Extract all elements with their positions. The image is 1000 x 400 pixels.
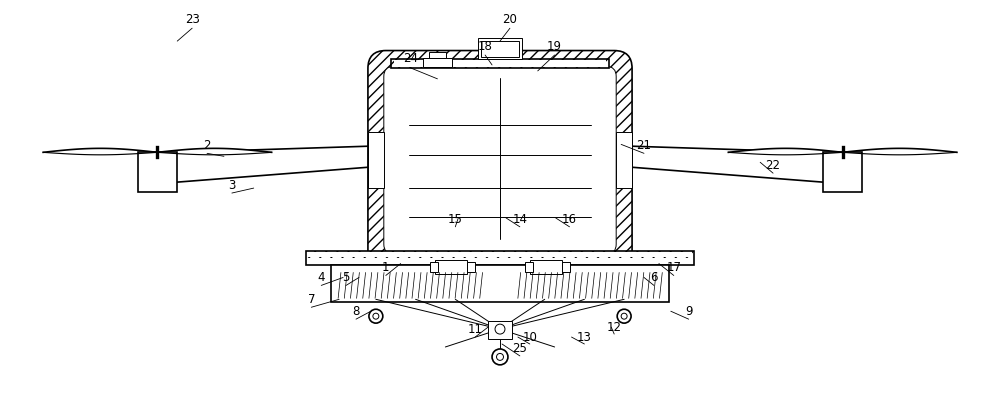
Text: 12: 12: [607, 321, 622, 334]
Text: 1: 1: [382, 261, 390, 274]
Bar: [138, 152, 177, 192]
Bar: [391, 252, 609, 261]
Text: 9: 9: [685, 305, 692, 318]
Bar: [430, 262, 438, 272]
Bar: [525, 262, 533, 272]
Circle shape: [621, 313, 627, 319]
Text: 20: 20: [502, 13, 517, 26]
Text: 3: 3: [228, 179, 236, 192]
Text: 18: 18: [478, 40, 493, 52]
Bar: [391, 60, 609, 68]
Text: 11: 11: [468, 322, 483, 336]
Bar: [488, 321, 512, 339]
Bar: [391, 60, 609, 68]
Text: 19: 19: [547, 40, 562, 52]
Text: 17: 17: [666, 261, 681, 274]
Text: 10: 10: [522, 330, 537, 344]
Bar: [423, 58, 452, 68]
Bar: [616, 132, 632, 188]
Bar: [391, 252, 609, 261]
Text: 14: 14: [512, 213, 527, 226]
Circle shape: [497, 354, 503, 360]
Text: 5: 5: [342, 271, 350, 284]
Bar: [562, 262, 570, 272]
Text: 16: 16: [562, 213, 577, 226]
Circle shape: [495, 324, 505, 334]
Bar: [530, 260, 562, 274]
Text: 13: 13: [577, 330, 592, 344]
Text: 25: 25: [512, 342, 527, 356]
Text: 22: 22: [766, 159, 781, 172]
Circle shape: [617, 309, 631, 323]
Circle shape: [369, 309, 383, 323]
Bar: [394, 253, 606, 260]
Text: 2: 2: [203, 139, 211, 152]
Bar: [368, 132, 384, 188]
Bar: [331, 264, 669, 302]
FancyBboxPatch shape: [384, 66, 616, 254]
Bar: [823, 152, 862, 192]
Bar: [467, 262, 475, 272]
Text: 24: 24: [403, 52, 418, 66]
Text: 15: 15: [448, 213, 463, 226]
Text: 6: 6: [650, 271, 658, 284]
Bar: [435, 260, 467, 274]
Bar: [306, 251, 694, 264]
Text: 4: 4: [318, 271, 325, 284]
FancyBboxPatch shape: [368, 50, 632, 270]
Text: 21: 21: [636, 139, 651, 152]
Bar: [429, 52, 446, 58]
Bar: [308, 252, 692, 257]
Bar: [478, 38, 522, 60]
Bar: [394, 60, 606, 68]
Text: 8: 8: [352, 305, 360, 318]
Bar: [306, 251, 694, 258]
Circle shape: [492, 349, 508, 365]
Circle shape: [373, 313, 379, 319]
Text: 23: 23: [185, 13, 200, 26]
Bar: [481, 41, 519, 56]
Text: 7: 7: [308, 293, 315, 306]
